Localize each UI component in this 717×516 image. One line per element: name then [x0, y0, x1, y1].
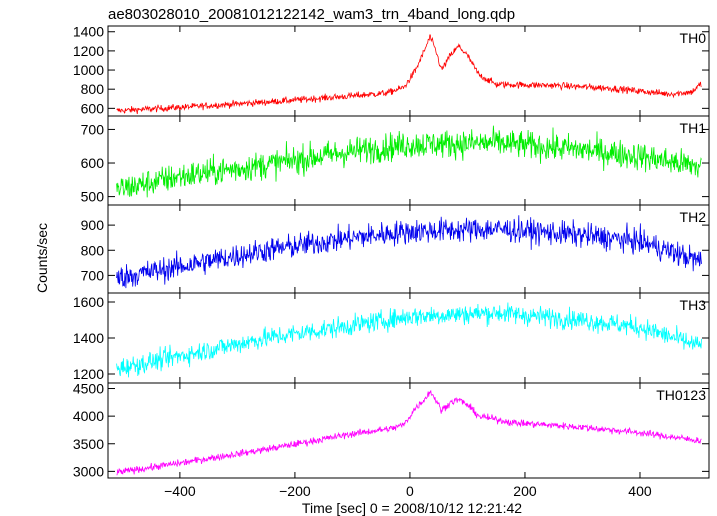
- panel-label: TH1: [680, 120, 707, 136]
- y-tick-label: 600: [81, 100, 105, 116]
- series-line-th2: [116, 215, 702, 289]
- y-tick-label: 1400: [73, 330, 104, 346]
- y-tick-label: 600: [81, 155, 105, 171]
- panel-frame: [107, 292, 710, 384]
- y-tick-label: 1200: [73, 43, 104, 59]
- panel-th1: 500 600 700 TH1: [81, 115, 710, 206]
- panel-label: TH0: [680, 30, 707, 46]
- series-line-th3: [116, 302, 702, 378]
- x-tick-label: 400: [628, 483, 652, 499]
- y-tick-label: 800: [81, 242, 105, 258]
- panel-frame: [107, 25, 710, 117]
- y-axis-label: Counts/sec: [34, 223, 50, 293]
- y-tick-label: 3500: [73, 436, 104, 452]
- panel-frame: [107, 382, 710, 479]
- y-tick-label: 4500: [73, 381, 104, 397]
- panel-th2: 700 800 900 TH2: [81, 204, 710, 294]
- x-tick-label: 200: [513, 483, 537, 499]
- series-line-th0: [116, 34, 702, 115]
- y-tick-label: 1000: [73, 62, 104, 78]
- x-tick-label: −200: [279, 483, 311, 499]
- panel-label: TH3: [680, 297, 707, 313]
- panel-label: TH0123: [656, 387, 706, 403]
- series-line-th1: [116, 125, 702, 198]
- panels: 600 800 1000 1200 1400 TH0 500 600 700 TH1 700 800 9…: [73, 24, 710, 479]
- panel-th0: 600 800 1000 1200 1400 TH0: [73, 24, 710, 117]
- y-tick-label: 700: [81, 121, 105, 137]
- y-tick-label: 3000: [73, 463, 104, 479]
- y-tick-label: 4000: [73, 408, 104, 424]
- y-tick-label: 1200: [73, 366, 104, 382]
- x-tick-label: 0: [406, 483, 414, 499]
- y-tick-label: 800: [81, 81, 105, 97]
- series-line-th0123: [116, 389, 702, 476]
- y-tick-label: 1400: [73, 24, 104, 40]
- panel-frame: [107, 204, 710, 294]
- chart-title: ae803028010_20081012122142_wam3_trn_4ban…: [108, 6, 515, 23]
- x-axis-label: Time [sec] 0 = 2008/10/12 12:21:42: [302, 500, 522, 516]
- x-tick-label: −400: [164, 483, 196, 499]
- x-axis: −400 −200 0 200 400: [164, 483, 652, 499]
- panel-th3: 1200 1400 1600 TH3: [73, 292, 710, 384]
- y-tick-label: 500: [81, 189, 105, 205]
- y-tick-label: 700: [81, 267, 105, 283]
- y-tick-label: 1600: [73, 294, 104, 310]
- panel-th0123: 3000 3500 4000 4500 TH0123: [73, 381, 710, 479]
- panel-label: TH2: [680, 209, 707, 225]
- y-tick-label: 900: [81, 217, 105, 233]
